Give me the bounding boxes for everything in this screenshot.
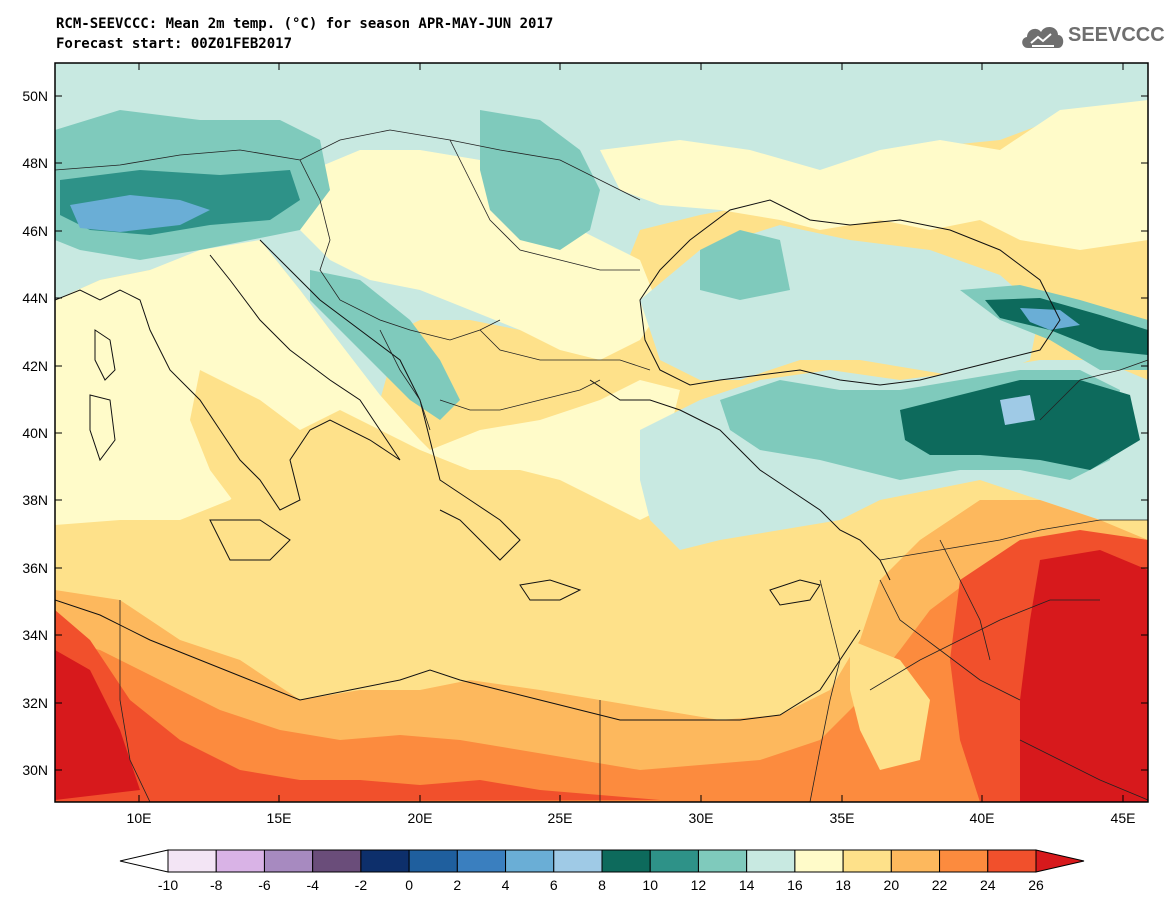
- lat-label: 40N: [22, 425, 48, 441]
- region-italy-warm: [190, 370, 330, 530]
- lat-label: 44N: [22, 290, 48, 306]
- colorbar-label: -8: [210, 877, 223, 893]
- colorbar-swatch: [408, 849, 458, 873]
- longitude-ticks: [138, 63, 1124, 802]
- lon-label: 40E: [970, 810, 995, 826]
- lat-label: 30N: [22, 762, 48, 778]
- logo-text: SEEVCCC: [1068, 24, 1165, 46]
- country-borders: [55, 129, 1148, 802]
- lat-label: 38N: [22, 492, 48, 508]
- region-dinaric-teal: [310, 270, 460, 420]
- region-pannonian: [300, 150, 660, 360]
- region-africa-26: [55, 610, 660, 802]
- seevccc-logo: SEEVCCC: [1018, 18, 1165, 58]
- lat-label: 46N: [22, 223, 48, 239]
- longitude-axis: 10E 15E 20E 25E 30E 35E 40E 45E: [127, 810, 1136, 826]
- latitude-axis: 50N 48N 46N 44N 42N 40N 38N 36N 34N 32N …: [22, 88, 48, 778]
- colorbar-label: 14: [739, 877, 755, 893]
- colorbar-label: 24: [980, 877, 996, 893]
- colorbar-label: 18: [835, 877, 851, 893]
- colorbar-swatch: [601, 849, 651, 873]
- colorbar-swatch: [746, 849, 796, 873]
- colorbar-swatch: [842, 849, 892, 873]
- lon-label: 15E: [267, 810, 292, 826]
- colorbar-labels: -10 -8 -6 -4 -2 0 2 4 6 8 10 12 14 16 18 20 22 24 26: [158, 877, 1044, 893]
- region-caucasus-blue: [1020, 308, 1080, 330]
- colorbar-swatch: [697, 849, 748, 873]
- lat-label: 34N: [22, 627, 48, 643]
- lat-label: 48N: [22, 155, 48, 171]
- title-line-2: Forecast start: 00Z01FEB2017: [56, 36, 293, 52]
- colorbar-label: 6: [550, 877, 558, 893]
- colorbar-swatch: [167, 849, 217, 873]
- colorbar-swatch: [312, 849, 362, 873]
- colorbar-label: 8: [598, 877, 606, 893]
- colorbar-label: 12: [691, 877, 707, 893]
- colorbar-label: 2: [453, 877, 461, 893]
- colorbar-swatch: [215, 849, 265, 873]
- colorbar-over-triangle: [1035, 849, 1085, 873]
- lon-label: 30E: [689, 810, 714, 826]
- lat-label: 36N: [22, 560, 48, 576]
- region-anatolia-darkteal: [900, 380, 1140, 470]
- colorbar-label: 22: [932, 877, 948, 893]
- colorbar-label: -10: [158, 877, 178, 893]
- colorbar-label: -4: [306, 877, 319, 893]
- region-alps-blue: [70, 195, 210, 232]
- colorbar-label: -6: [258, 877, 271, 893]
- colorbar-label: 16: [787, 877, 803, 893]
- region-anatolia-blue: [1000, 395, 1035, 425]
- colorbar: [119, 849, 1085, 873]
- lon-label: 45E: [1111, 810, 1136, 826]
- colorbar-swatch: [649, 849, 699, 873]
- map-title: RCM-SEEVCCC: Mean 2m temp. (°C) for seas…: [56, 14, 553, 54]
- region-libya-hot: [55, 650, 140, 800]
- colorbar-swatch: [263, 849, 314, 873]
- colorbar-swatch: [456, 849, 507, 873]
- colorbar-label: 10: [642, 877, 658, 893]
- colorbar-swatch: [794, 849, 844, 873]
- lon-label: 35E: [830, 810, 855, 826]
- colorbar-swatch: [553, 849, 603, 873]
- latitude-ticks: [55, 95, 1148, 771]
- coastlines: [55, 199, 1061, 721]
- cloud-icon: [1022, 26, 1064, 48]
- colorbar-swatch: [505, 849, 555, 873]
- lat-label: 42N: [22, 358, 48, 374]
- lon-label: 25E: [548, 810, 573, 826]
- colorbar-label: 26: [1028, 877, 1044, 893]
- colorbar-swatch: [360, 849, 410, 873]
- colorbar-label: -2: [355, 877, 368, 893]
- region-ukraine-north: [600, 100, 1148, 250]
- title-line-1: RCM-SEEVCCC: Mean 2m temp. (°C) for seas…: [56, 16, 554, 32]
- lon-label: 20E: [408, 810, 433, 826]
- colorbar-swatch: [890, 849, 941, 873]
- region-carpathian-teal: [480, 110, 600, 250]
- colorbar-label: 20: [884, 877, 900, 893]
- lat-label: 50N: [22, 88, 48, 104]
- colorbar-label: 0: [405, 877, 413, 893]
- lon-label: 10E: [127, 810, 152, 826]
- region-levant-cool: [850, 640, 930, 770]
- region-arabia-hot: [1020, 550, 1148, 802]
- colorbar-label: 4: [502, 877, 510, 893]
- region-blacksea-teal: [700, 230, 790, 300]
- lat-label: 32N: [22, 695, 48, 711]
- colorbar-swatch: [939, 849, 989, 873]
- colorbar-under-triangle: [119, 849, 169, 873]
- colorbar-swatch: [987, 849, 1037, 873]
